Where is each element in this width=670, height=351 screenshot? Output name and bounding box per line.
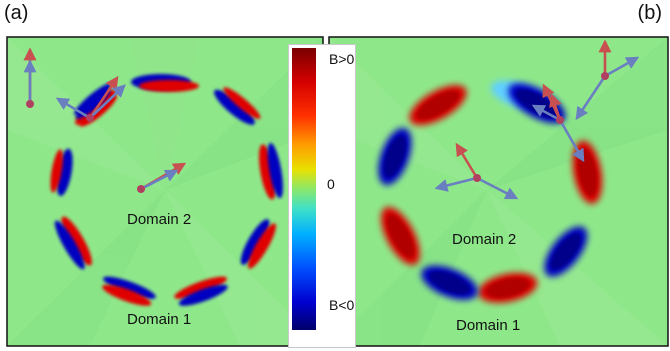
- panel-b-letter: (b): [637, 2, 662, 24]
- panel-b-inner-domain-label: Domain 2: [452, 231, 517, 248]
- panel-a-inner-domain-label: Domain 2: [127, 211, 192, 228]
- panel-b-outer-domain-label: Domain 1: [456, 317, 521, 334]
- panel-b-map: [329, 37, 668, 346]
- colorbar-middle-label: 0: [327, 176, 335, 192]
- panel-a-letter: (a): [4, 2, 29, 24]
- colorbar-gradient: [292, 48, 316, 330]
- colorbar: B>0 0 B<0: [288, 44, 356, 348]
- colorbar-bottom-label: B<0: [329, 297, 355, 313]
- colorbar-top-label: B>0: [329, 51, 355, 67]
- panel-a-map: [7, 37, 323, 346]
- panel-a-outer-domain-label: Domain 1: [127, 311, 192, 328]
